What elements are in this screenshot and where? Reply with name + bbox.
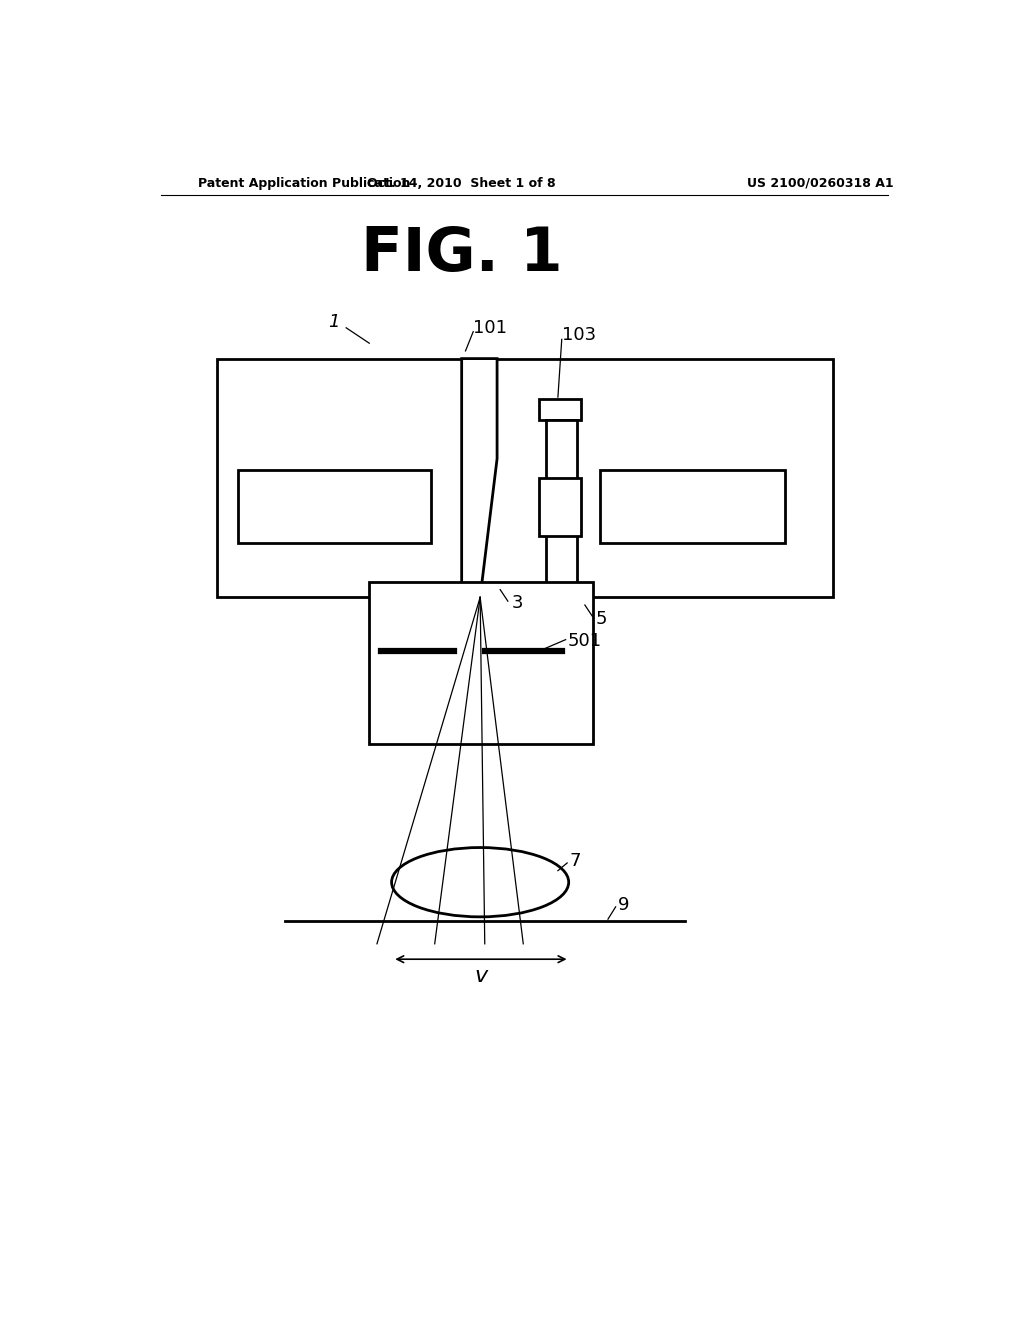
Text: 7: 7: [569, 851, 581, 870]
Text: Oct. 14, 2010  Sheet 1 of 8: Oct. 14, 2010 Sheet 1 of 8: [368, 177, 556, 190]
Bar: [370, 582, 593, 743]
Bar: [539, 399, 581, 420]
Text: 5: 5: [596, 610, 607, 628]
Bar: [547, 420, 578, 598]
Text: 101: 101: [473, 319, 507, 337]
Bar: [539, 478, 581, 536]
Bar: [239, 470, 431, 544]
Text: v: v: [474, 966, 487, 986]
Bar: [217, 359, 833, 598]
Text: 501: 501: [568, 632, 602, 651]
Text: 103: 103: [562, 326, 596, 345]
Text: FIG. 1: FIG. 1: [360, 226, 562, 284]
Text: Patent Application Publication: Patent Application Publication: [199, 177, 411, 190]
Bar: [600, 470, 785, 544]
Polygon shape: [462, 359, 497, 598]
Text: 1: 1: [329, 313, 340, 331]
Text: 9: 9: [617, 896, 630, 915]
Ellipse shape: [391, 847, 568, 917]
Text: US 2100/0260318 A1: US 2100/0260318 A1: [746, 177, 893, 190]
Text: 3: 3: [512, 594, 523, 612]
